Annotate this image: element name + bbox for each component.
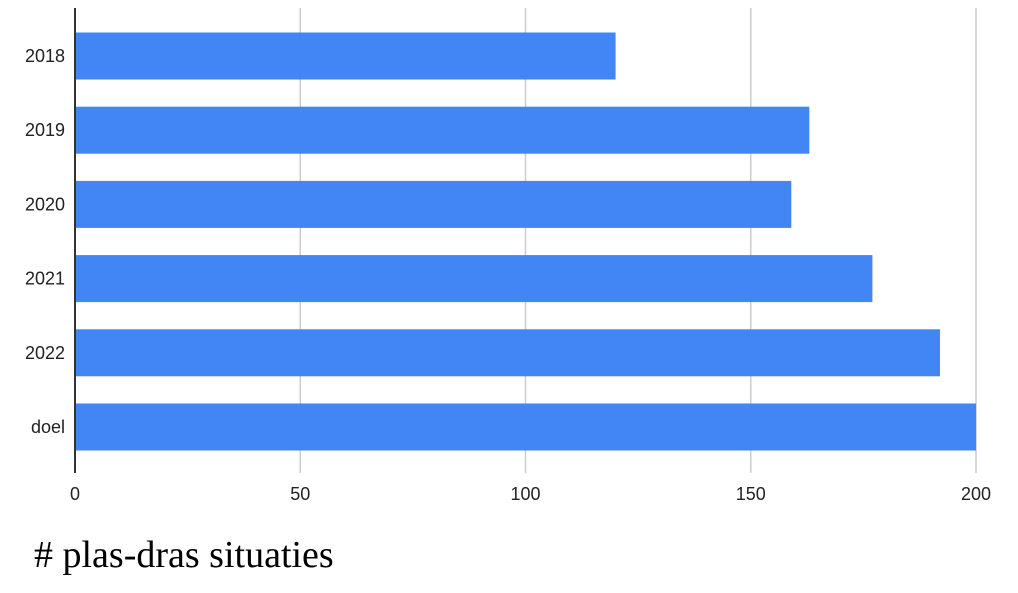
bars [75,32,976,451]
category-label-2019: 2019 [25,120,65,140]
bar-2021 [75,255,873,303]
category-label-2022: 2022 [25,343,65,363]
bar-2022 [75,329,940,377]
bar-chart: 2018 2019 2020 2021 2022 doel 0 50 100 150 200 [25,8,991,504]
category-label-2021: 2021 [25,269,65,289]
x-tick-label-100: 100 [510,484,540,504]
bar-2018 [75,32,616,80]
category-label-2020: 2020 [25,194,65,214]
x-tick-label-50: 50 [290,484,310,504]
x-tick-label-150: 150 [736,484,766,504]
category-label-2018: 2018 [25,46,65,66]
bar-2019 [75,106,810,154]
x-tick-label-200: 200 [961,484,991,504]
gridlines [299,8,977,473]
x-tick-label-0: 0 [70,484,80,504]
tick-labels: 2018 2019 2020 2021 2022 doel 0 50 100 150 200 [25,46,991,504]
x-axis-caption: # plas-dras situaties [34,534,334,576]
bar-2020 [75,180,792,228]
category-label-doel: doel [31,417,65,437]
bar-doel [75,403,976,451]
